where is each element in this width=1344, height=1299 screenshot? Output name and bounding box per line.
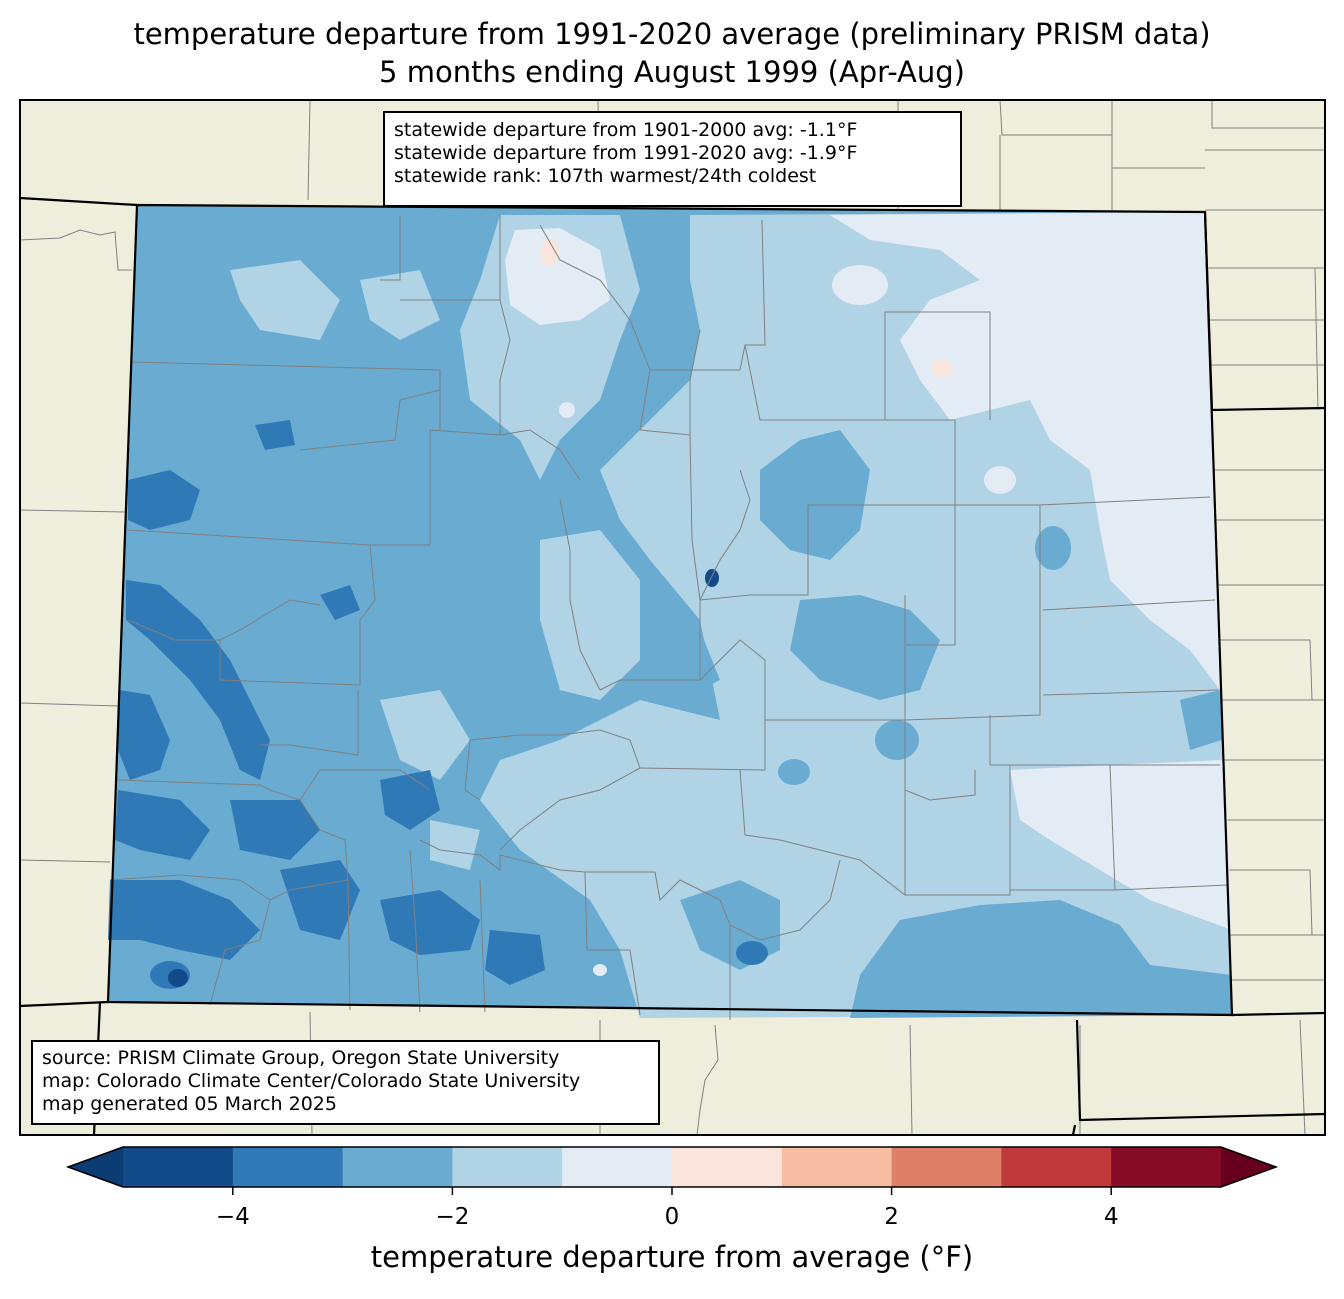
map-title: temperature departure from 1991-2020 ave…: [133, 17, 1211, 51]
source-generated-date: map generated 05 March 2025: [42, 1093, 337, 1115]
map-frame: [19, 99, 1326, 1136]
colorbar-tick-label: 0: [664, 1204, 680, 1230]
colorbar-segment: [562, 1147, 673, 1187]
map-subtitle: 5 months ending August 1999 (Apr-Aug): [379, 55, 965, 89]
colorbar-segment: [1001, 1147, 1112, 1187]
colorbar-label: temperature departure from average (°F): [370, 1240, 974, 1274]
colorbar-tick-label: −4: [215, 1204, 250, 1230]
colorbar-segment: [342, 1147, 453, 1187]
stats-departure-1901-2000: statewide departure from 1901-2000 avg: …: [394, 119, 858, 141]
colorbar: [65, 1146, 1279, 1195]
colorbar-segment: [672, 1147, 783, 1187]
stats-departure-1991-2020: statewide departure from 1991-2020 avg: …: [394, 142, 858, 164]
colorbar-segment: [123, 1147, 234, 1187]
colorbar-segment: [1111, 1147, 1222, 1187]
colorbar-extend-low: [68, 1147, 123, 1187]
source-prism: source: PRISM Climate Group, Oregon Stat…: [42, 1047, 560, 1069]
stats-rank: statewide rank: 107th warmest/24th colde…: [394, 165, 817, 187]
colorbar-segment: [891, 1147, 1002, 1187]
statewide-stats-box: statewide departure from 1901-2000 avg: …: [383, 111, 962, 207]
colorbar-extend-high: [1221, 1147, 1276, 1187]
colorbar-tick-label: −2: [435, 1204, 470, 1230]
colorbar-tick-label: 4: [1103, 1204, 1119, 1230]
colorado-county-lines: [109, 215, 1229, 1020]
contour-band-minus4-to-minus3: [108, 420, 768, 989]
colorbar-segment: [781, 1147, 893, 1187]
source-map-credit: map: Colorado Climate Center/Colorado St…: [42, 1070, 581, 1092]
source-box: source: PRISM Climate Group, Oregon Stat…: [31, 1040, 660, 1125]
contour-band-0-to-1: [541, 238, 952, 377]
colorbar-segment: [232, 1147, 344, 1187]
colorbar-segment: [452, 1147, 563, 1187]
colorbar-tick-label: 2: [884, 1204, 899, 1230]
neighbor-state-borders: [19, 196, 1326, 1136]
colorbar-outline: [65, 1146, 1279, 1188]
